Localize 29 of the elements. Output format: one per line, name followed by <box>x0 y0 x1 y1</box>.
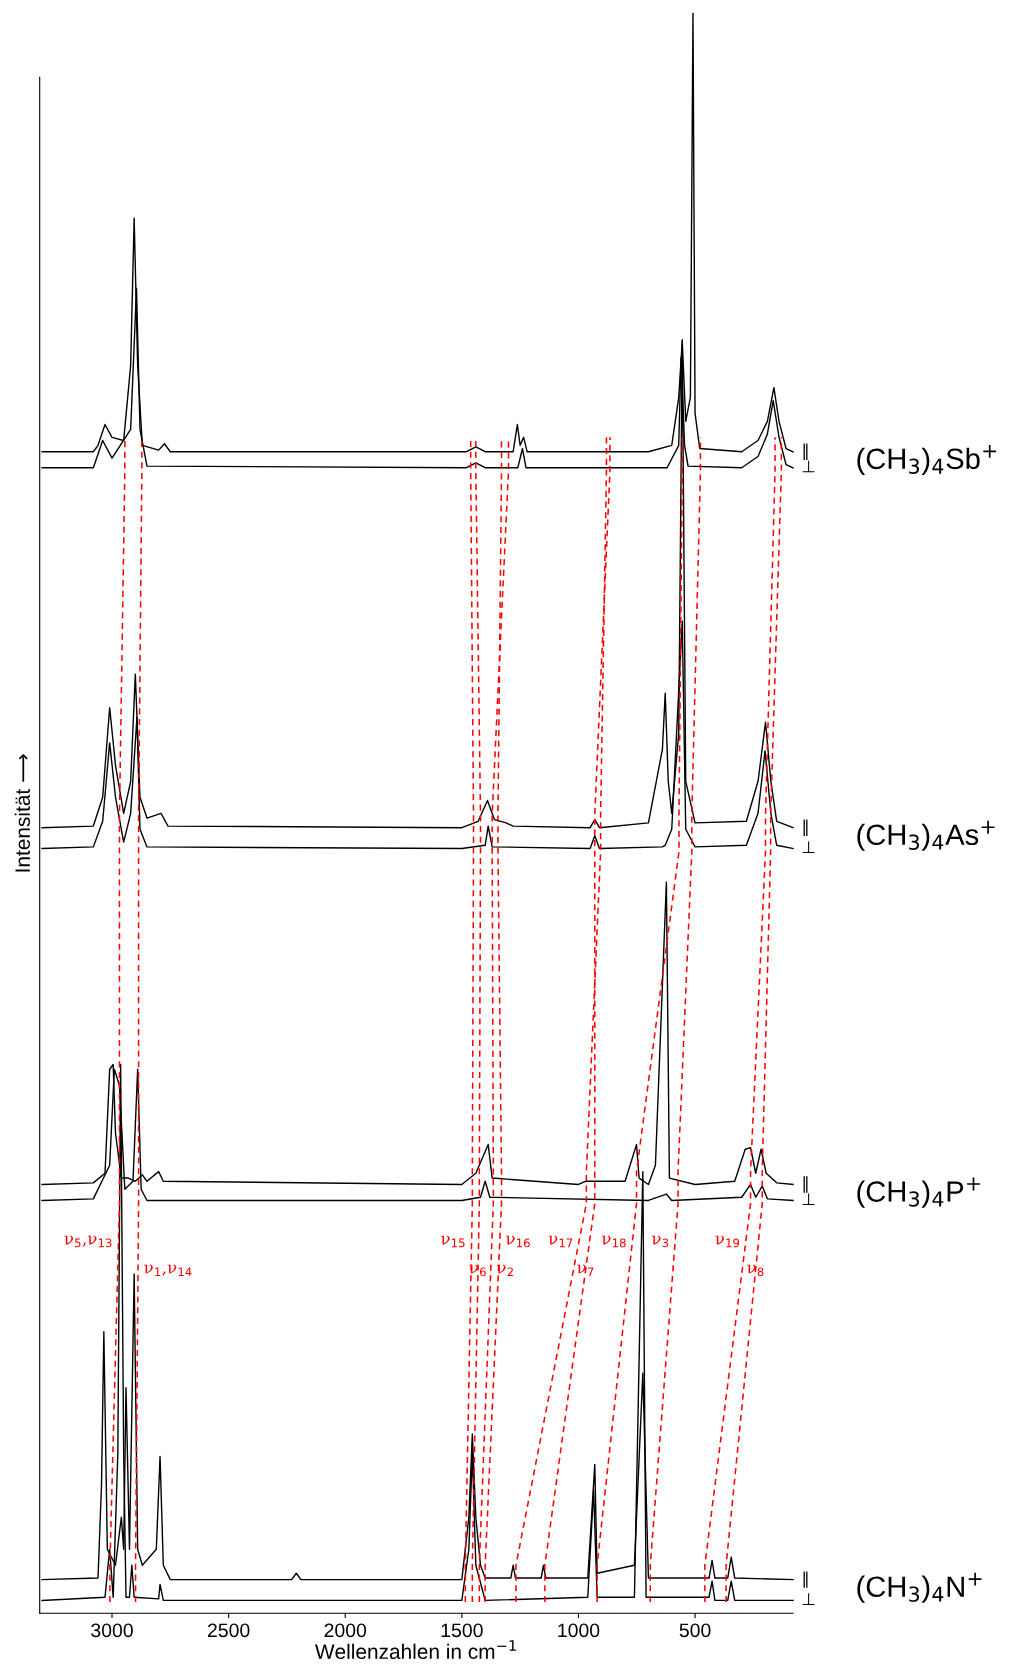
x-tick-label: 1000 <box>558 1623 600 1638</box>
y-axis-title: Intensität ⟶ <box>14 754 31 872</box>
series-label: ν$_{15}$ <box>441 1235 465 1248</box>
text: (CH$_{3}$)$_{4}$As$^{+}$ <box>857 820 995 851</box>
x-tick-label: 1500 <box>441 1623 483 1638</box>
x-axis-title: Wellenzahlen in cm$^{−1}$ <box>314 1640 516 1660</box>
text: (CH$_{3}$)$_{4}$N$^{+}$ <box>857 1572 982 1603</box>
text: ∥ <box>803 1176 808 1193</box>
x-tick-label: 2000 <box>324 1623 367 1638</box>
series-label: ν$_{3}$ <box>651 1235 669 1248</box>
x-tick-label: 3000 <box>91 1623 133 1638</box>
text: ∥ <box>803 443 808 460</box>
series-label: ν$_{19}$ <box>715 1235 740 1248</box>
x-tick-label: 500 <box>679 1623 711 1638</box>
text: (CH$_{3}$)$_{4}$P$^{+}$ <box>857 1177 980 1208</box>
series-label: ν$_{5}$,ν$_{13}$ <box>64 1235 112 1248</box>
series-label: ν$_{17}$ <box>548 1235 573 1248</box>
text: ∥ <box>803 819 808 836</box>
series-label: ν$_{6}$ <box>469 1264 486 1277</box>
series-label: ν$_{16}$ <box>506 1235 530 1248</box>
text: ∥ <box>803 1571 808 1588</box>
text: ⊥ <box>802 1193 815 1206</box>
text: ⊥ <box>802 1593 815 1606</box>
text: ⊥ <box>802 841 815 854</box>
text: ⊥ <box>802 460 815 473</box>
series-label: ν$_{1}$,ν$_{14}$ <box>144 1264 192 1277</box>
series-label: ν$_{18}$ <box>601 1235 626 1248</box>
text: (CH$_{3}$)$_{4}$Sb$^{+}$ <box>857 444 997 475</box>
x-tick-label: 2500 <box>207 1623 250 1638</box>
